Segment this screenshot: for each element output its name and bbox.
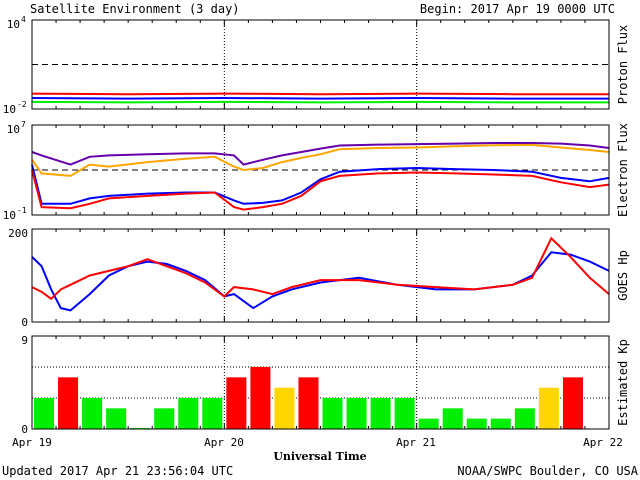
y-tick-label: 10 [3,209,16,222]
kp-bar [58,377,79,429]
kp-bar [226,377,247,429]
y-tick-label: 9 [21,334,28,347]
panel-3: 200 0 GOES Hp [8,227,630,329]
kp-bar [346,398,367,429]
y-tick-label: 10 [7,123,20,136]
series-line [31,164,610,205]
begin-date: Begin: 2017 Apr 19 0000 UTC [420,2,615,16]
panel-4: 9 0 Estimated Kp [21,334,630,436]
kp-bar [274,387,295,429]
series-line [31,236,610,301]
kp-bar [130,427,151,429]
x-tick-label: Apr 20 [204,436,244,449]
series-line [31,142,610,166]
x-tick-label: Apr 19 [12,436,52,449]
kp-bar [418,418,439,429]
kp-bar [178,398,199,429]
y-tick-label: 200 [8,227,28,240]
kp-bar [538,387,559,429]
series-line [31,143,610,177]
credit: NOAA/SWPC Boulder, CO USA [457,464,638,478]
kp-bar [202,398,223,429]
kp-bar [394,398,415,429]
kp-bar [82,398,103,429]
panel-frame [31,228,610,323]
series-line [31,169,610,211]
kp-bar [154,408,175,429]
x-tick-label: Apr 22 [583,436,623,449]
panel-y-label: Estimated Kp [616,339,630,426]
y-tick-exponent: 4 [21,15,26,24]
series-line [31,96,609,100]
y-tick-exponent: -2 [17,100,27,109]
kp-bar [490,418,511,429]
x-axis-labels: Apr 19 Apr 20 Apr 21 Apr 22 [12,436,623,449]
kp-bar [442,408,463,429]
kp-bar [322,398,343,429]
y-tick-label: 10 [3,103,16,116]
panel-y-label: Proton Flux [616,25,630,104]
kp-bar [466,418,487,429]
kp-bar [250,367,271,429]
y-tick-exponent: -1 [17,206,27,215]
chart-title: Satellite Environment (3 day) [30,2,240,16]
kp-bar [106,408,127,429]
series-line [31,100,609,104]
y-tick-label: 0 [21,423,28,436]
updated-time: Updated 2017 Apr 21 23:56:04 UTC [2,464,233,478]
kp-bar [298,377,319,429]
kp-bar [562,377,583,429]
y-tick-label: 0 [21,316,28,329]
series-line [31,92,609,96]
kp-bar [514,408,535,429]
kp-bar [370,398,391,429]
series-line [31,251,610,312]
kp-bar [34,398,55,429]
x-tick-label: Apr 21 [396,436,436,449]
panel-y-label: Electron Flux [616,123,630,217]
y-tick-exponent: 7 [21,120,26,129]
x-axis-title: Universal Time [273,450,366,463]
y-tick-label: 10 [7,18,20,31]
panel-y-label: GOES Hp [616,250,630,301]
